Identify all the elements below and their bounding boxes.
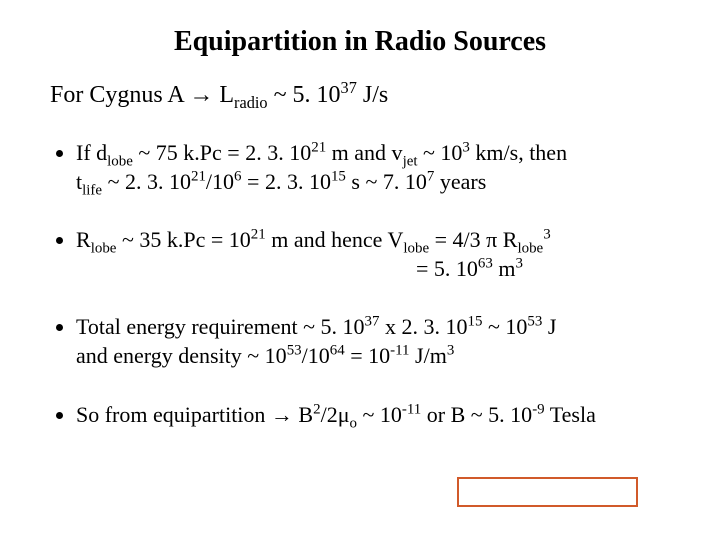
- superscript: 3: [462, 140, 469, 156]
- text-run: So from equipartition → B: [76, 402, 313, 427]
- text-run: ~ 75 k.Pc = 2. 3. 10: [133, 140, 311, 165]
- text-run: R: [76, 227, 91, 252]
- text-run: If d: [76, 140, 107, 165]
- superscript: 64: [330, 343, 345, 359]
- superscript: 3: [543, 227, 550, 243]
- text-run: or B ~ 5. 10: [421, 402, 532, 427]
- superscript: 3: [447, 343, 454, 359]
- text-run: Total energy requirement ~ 5. 10: [76, 314, 365, 339]
- bullet-list: If dlobe ~ 75 k.Pc = 2. 3. 1021 m and vj…: [40, 139, 680, 429]
- text-run: m and hence V: [266, 227, 404, 252]
- highlight-box: [457, 477, 638, 507]
- superscript: 53: [527, 314, 542, 330]
- text-run: = 2. 3. 10: [242, 169, 331, 194]
- text-run: = 4/3 π R: [429, 227, 517, 252]
- superscript: 2: [313, 401, 320, 417]
- superscript: -11: [390, 343, 409, 359]
- text-run: x 2. 3. 10: [380, 314, 468, 339]
- superscript: 63: [478, 255, 493, 271]
- superscript: 15: [468, 314, 483, 330]
- text-run: = 10: [345, 343, 390, 368]
- intro-prefix: For Cygnus A → L: [50, 82, 234, 108]
- superscript: 21: [311, 140, 326, 156]
- subscript: lobe: [91, 241, 117, 257]
- superscript: 21: [191, 168, 206, 184]
- text-run: ~ 10: [357, 402, 402, 427]
- subscript: o: [350, 415, 357, 431]
- superscript: 21: [251, 227, 266, 243]
- bullet-item: If dlobe ~ 75 k.Pc = 2. 3. 1021 m and vj…: [76, 139, 680, 196]
- text-run: years: [434, 169, 486, 194]
- superscript: 37: [365, 314, 380, 330]
- text-run: and energy density ~ 10: [76, 343, 287, 368]
- text-run: = 5. 10: [416, 256, 478, 281]
- superscript: -9: [532, 401, 544, 417]
- intro-mid: ~ 5. 10: [268, 82, 341, 108]
- bullet-item: Total energy requirement ~ 5. 1037 x 2. …: [76, 313, 680, 370]
- intro-line: For Cygnus A → Lradio ~ 5. 1037 J/s: [50, 82, 680, 109]
- superscript: -11: [402, 401, 421, 417]
- superscript: 15: [331, 168, 346, 184]
- bullet-item: So from equipartition → B2/2μo ~ 10-11 o…: [76, 401, 680, 430]
- superscript: 53: [287, 343, 302, 359]
- text-run: ~ 35 k.Pc = 10: [116, 227, 250, 252]
- text-run: J/m: [410, 343, 447, 368]
- text-run: J: [542, 314, 556, 339]
- subscript: lobe: [403, 241, 429, 257]
- text-run: km/s, then: [470, 140, 567, 165]
- superscript: 3: [516, 255, 523, 271]
- text-run: m and v: [326, 140, 402, 165]
- text-run: s ~ 7. 10: [346, 169, 427, 194]
- intro-sub1: radio: [234, 93, 268, 112]
- text-run: /10: [302, 343, 330, 368]
- text-run: /2μ: [321, 402, 350, 427]
- subscript: life: [82, 182, 102, 198]
- bullet-item: Rlobe ~ 35 k.Pc = 1021 m and hence Vlobe…: [76, 226, 680, 283]
- subscript: lobe: [107, 153, 133, 169]
- superscript: 6: [234, 168, 241, 184]
- text-run: Tesla: [545, 402, 596, 427]
- subscript: jet: [403, 153, 418, 169]
- text-run: ~ 2. 3. 10: [102, 169, 191, 194]
- slide-title: Equipartition in Radio Sources: [40, 26, 680, 58]
- text-run: /10: [206, 169, 234, 194]
- slide: Equipartition in Radio Sources For Cygnu…: [0, 0, 720, 540]
- text-run: ~ 10: [418, 140, 463, 165]
- text-run: ~ 10: [482, 314, 527, 339]
- text-run: m: [493, 256, 516, 281]
- intro-sup1: 37: [341, 78, 357, 97]
- intro-suffix: J/s: [357, 82, 388, 108]
